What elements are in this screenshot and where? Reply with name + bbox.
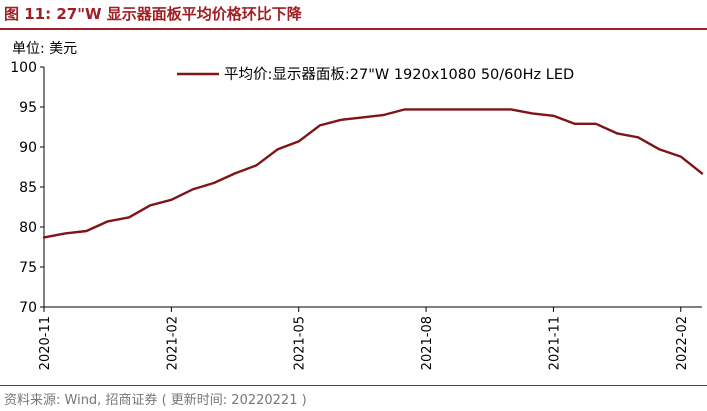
x-tick-label: 2021-05 [293,316,308,370]
y-tick-label: 95 [19,100,37,116]
y-axis-ticks: 70 75 80 85 90 95 100 [10,60,44,316]
y-tick-label: 100 [10,60,37,76]
x-axis-ticks: 2020-11 2021-02 2021-05 2021-08 2021-11 2022-… [38,307,690,370]
figure-title: 图 11: 27"W 显示器面板平均价格环比下降 [4,5,302,23]
legend-label: 平均价:显示器面板:27"W 1920x1080 50/60Hz LED [224,65,574,83]
x-tick-label: 2022-02 [675,316,690,370]
series-lines [42,108,704,239]
unit-label: 单位: 美元 [12,41,78,57]
chart-axes [43,67,702,308]
title-divider [0,28,707,30]
y-tick-label: 90 [19,140,37,156]
y-tick-label: 80 [19,220,37,236]
source-divider [0,385,707,386]
y-tick-label: 70 [19,300,37,316]
y-tick-label: 75 [19,260,37,276]
x-tick-label: 2021-08 [420,316,435,370]
chart-legend: 平均价:显示器面板:27"W 1920x1080 50/60Hz LED [177,65,574,83]
x-tick-label: 2020-11 [38,316,53,370]
x-tick-label: 2021-11 [547,316,562,370]
y-tick-label: 85 [19,180,37,196]
x-tick-label: 2021-02 [165,316,180,370]
series-line [42,108,704,239]
source-note: 资料来源: Wind, 招商证券 ( 更新时间: 20220221 ) [4,393,307,408]
